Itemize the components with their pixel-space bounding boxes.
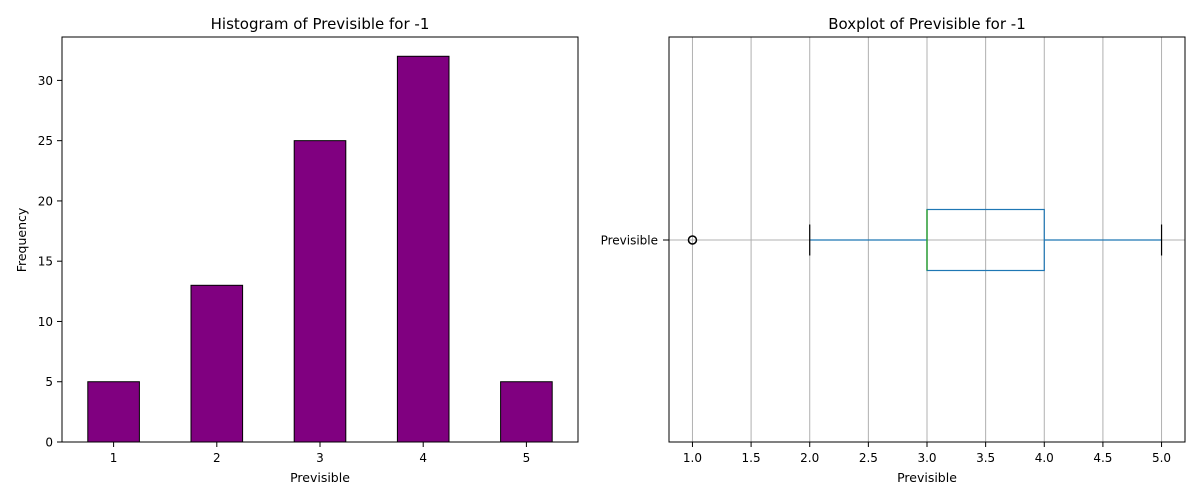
histogram-x-tick-label: 5 [523,451,531,465]
histogram-y-ticks: 0 5 10 15 20 25 30 [38,74,62,450]
histogram-x-ticks: 1 2 3 4 5 [110,442,530,465]
histogram-y-tick-label: 30 [38,74,53,88]
histogram-x-tick-label: 4 [419,451,427,465]
histogram-x-tick-label: 2 [213,451,221,465]
histogram-y-tick-label: 20 [38,194,53,208]
boxplot-x-ticks: 1.0 1.5 2.0 2.5 3.0 3.5 4.0 4.5 5.0 [683,442,1171,465]
boxplot-x-tick-label: 4.5 [1093,451,1112,465]
boxplot-marks [687,208,1163,272]
boxplot-outlier [687,235,698,245]
histogram-bar [500,381,553,443]
boxplot-x-label: Previsible [897,470,957,485]
histogram-x-tick-label: 3 [316,451,324,465]
boxplot-chart: Boxplot of Previsible for -1 1.0 1.5 2.0 2.… [601,15,1186,485]
histogram-title: Histogram of Previsible for -1 [211,15,430,33]
boxplot-category-label: Previsible [601,234,658,248]
histogram-bars [87,55,553,443]
boxplot-title: Boxplot of Previsible for -1 [828,15,1026,33]
boxplot-x-tick-label: 3.0 [917,451,936,465]
histogram-x-label: Previsible [290,470,350,485]
histogram-y-tick-label: 0 [45,436,53,450]
boxplot-x-tick-label: 5.0 [1152,451,1171,465]
histogram-y-tick-label: 25 [38,134,53,148]
histogram-bar [293,140,347,443]
boxplot-x-tick-label: 3.5 [976,451,995,465]
histogram-bar [87,381,140,443]
histogram-y-tick-label: 15 [38,255,53,269]
boxplot-x-tick-label: 2.0 [800,451,819,465]
histogram-bar [396,55,450,443]
histogram-x-tick-label: 1 [110,451,118,465]
boxplot-x-tick-label: 1.5 [742,451,761,465]
boxplot-x-tick-label: 4.0 [1035,451,1054,465]
boxplot-x-tick-label: 1.0 [683,451,702,465]
histogram-y-tick-label: 10 [38,315,53,329]
histogram-y-tick-label: 5 [45,375,53,389]
boxplot-x-tick-label: 2.5 [859,451,878,465]
histogram-bar [190,284,244,443]
histogram-y-label: Frequency [14,207,29,272]
